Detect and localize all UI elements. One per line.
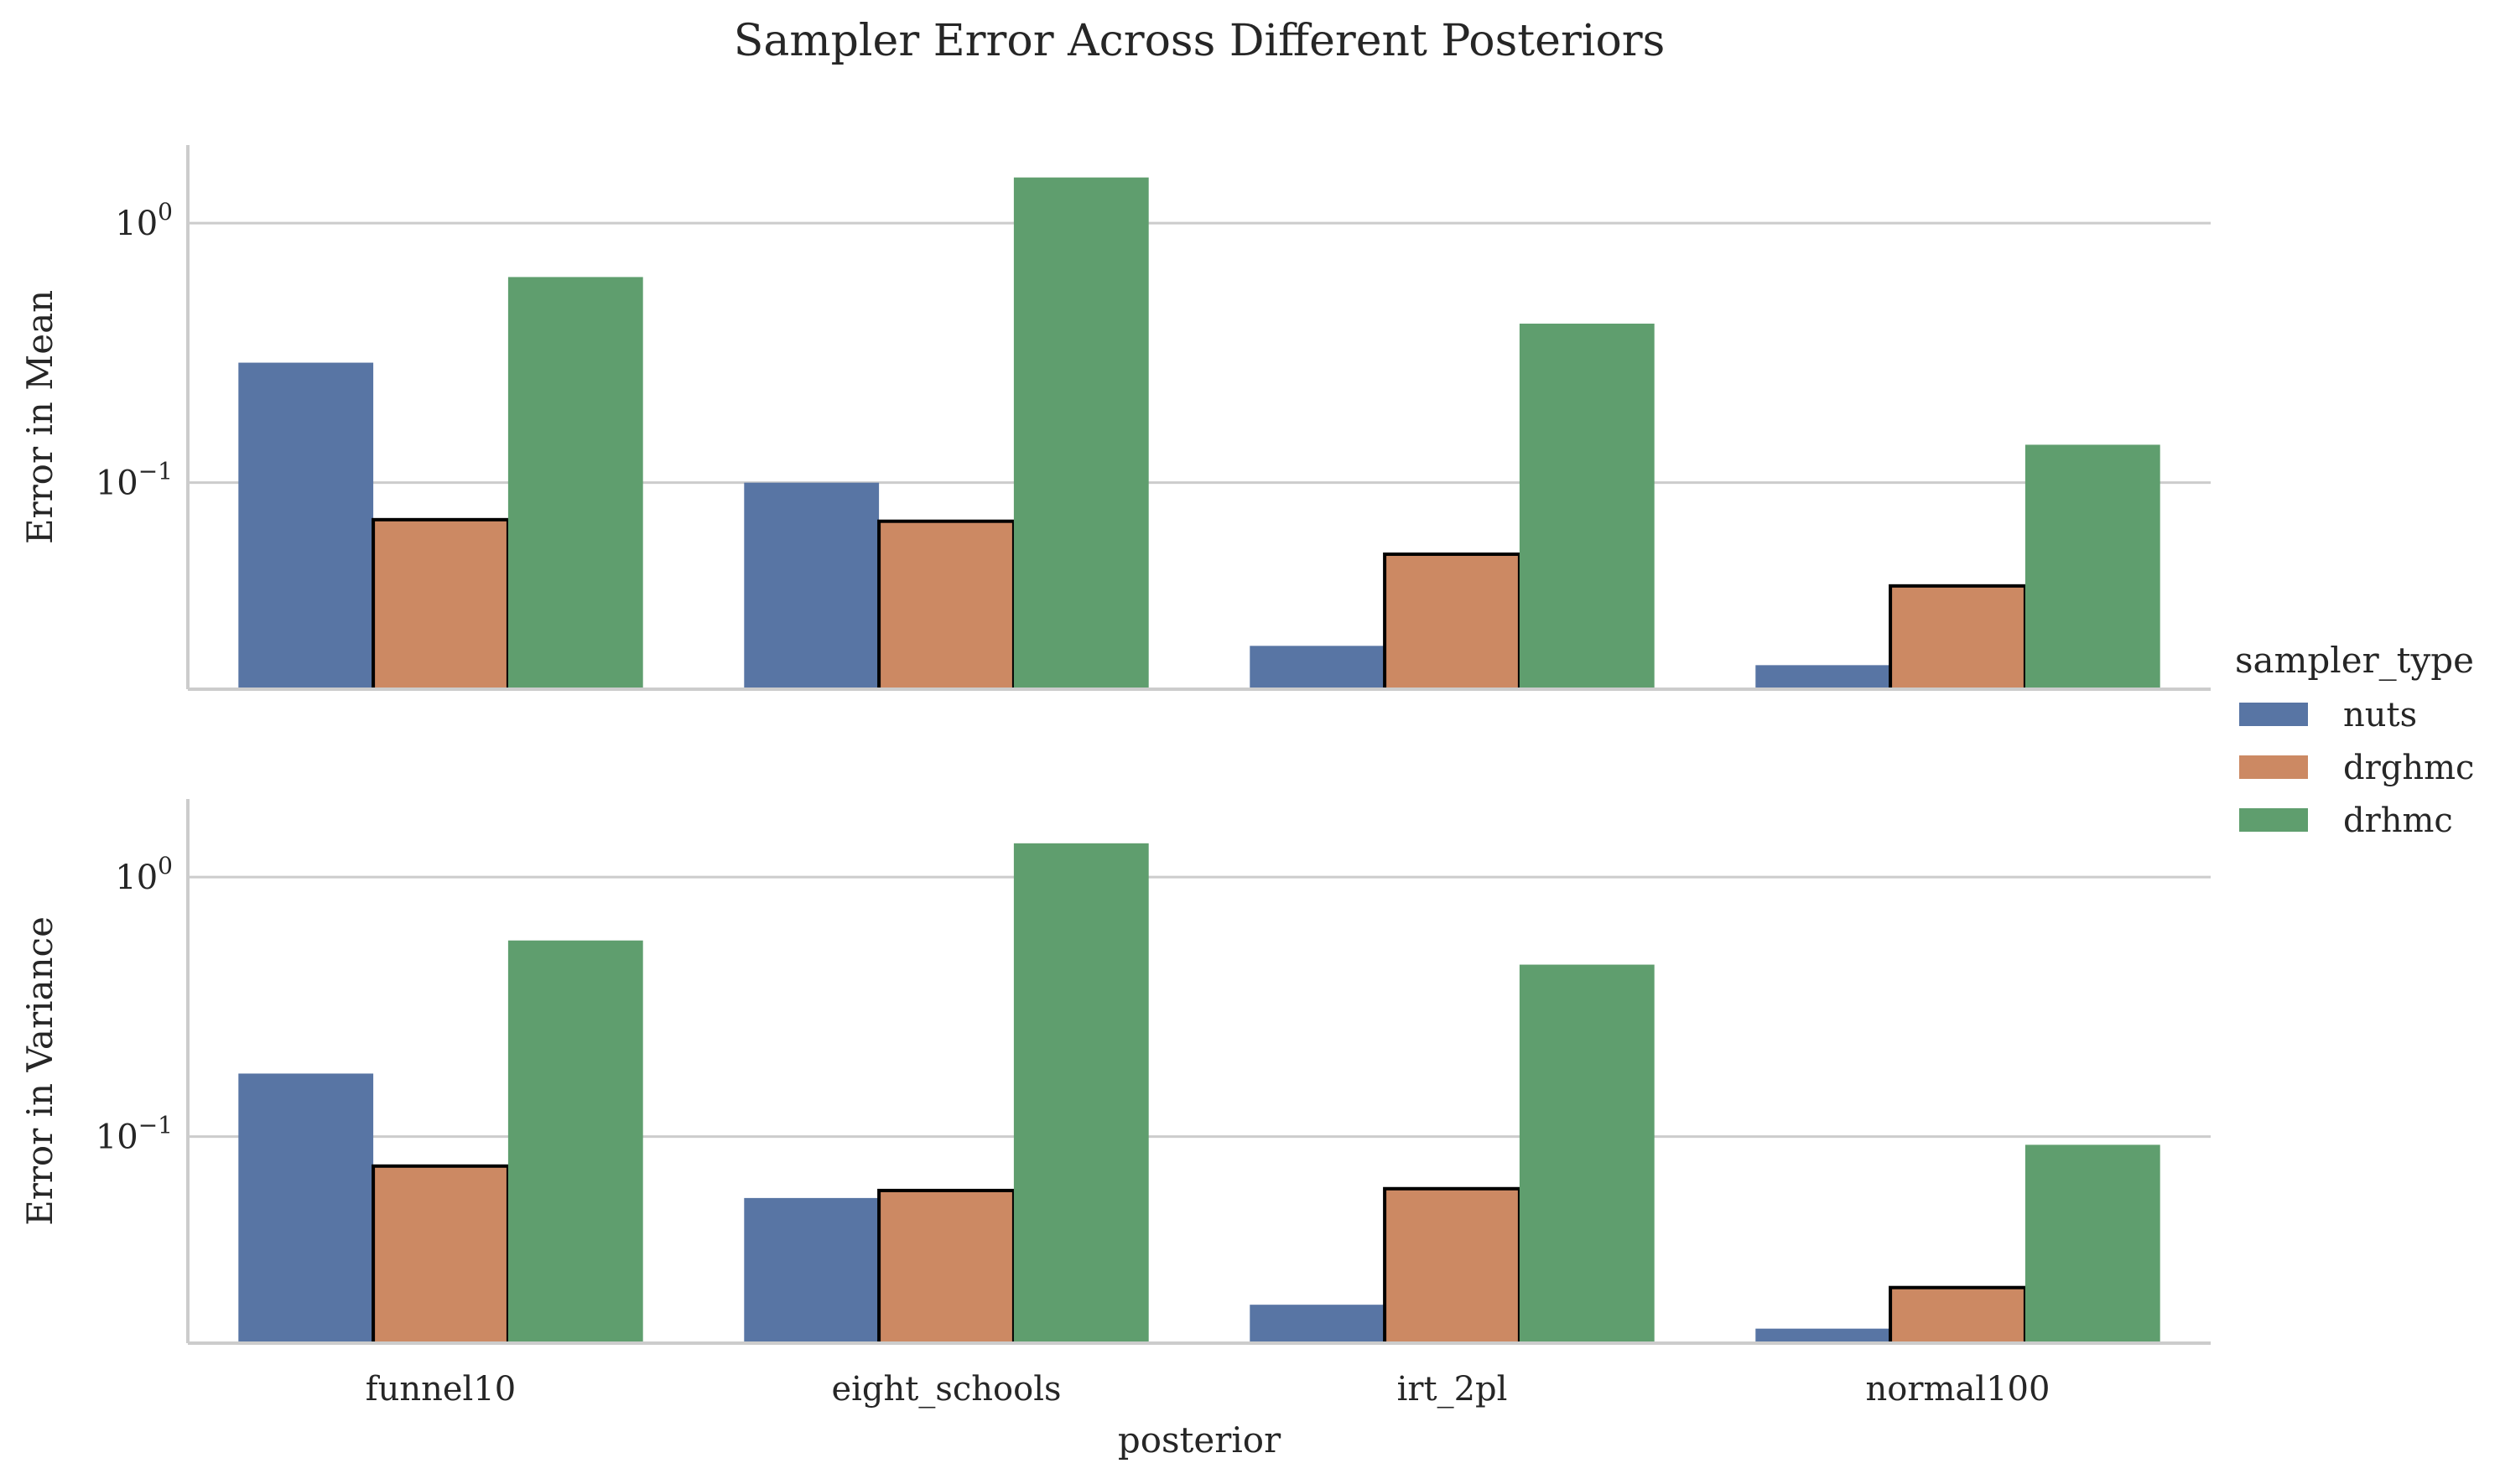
x-tick-label: normal100 (1866, 1370, 2050, 1409)
bar-drhmc-eight_schools (1013, 177, 1149, 689)
bar-nuts-funnel10 (238, 1073, 374, 1343)
y-tick-labels: 100 10−1 (96, 852, 173, 1157)
x-axis-label: posterior (1118, 1419, 1281, 1461)
bar-drhmc-normal100 (2024, 1144, 2160, 1343)
bar-nuts-normal100 (1755, 665, 1891, 689)
y-axis-label-mean: Error in Mean (19, 290, 60, 544)
x-tick-label: irt_2pl (1397, 1370, 1508, 1409)
bar-drhmc-eight_schools (1013, 843, 1149, 1343)
bar-drhmc-irt_2pl (1519, 324, 1655, 689)
y-axis-label-variance: Error in Variance (19, 916, 60, 1226)
chart-title: Sampler Error Across Different Posterior… (734, 16, 1666, 66)
bar-drghmc-irt_2pl (1383, 553, 1521, 692)
legend: sampler_type nuts drghmc drhmc (2235, 640, 2474, 840)
bar-drghmc-normal100 (1889, 584, 2027, 691)
bar-drhmc-funnel10 (507, 277, 643, 689)
bar-drghmc-irt_2pl (1383, 1186, 1521, 1346)
bar-nuts-eight_schools (744, 1197, 880, 1343)
y-tick-label: 100 (115, 852, 173, 897)
legend-title: sampler_type (2235, 640, 2474, 681)
x-tick-label: eight_schools (831, 1370, 1061, 1409)
x-tick-labels: funnel10 eight_schools irt_2pl normal100 (366, 1370, 2050, 1409)
legend-label-drhmc: drhmc (2343, 802, 2453, 840)
panel-error-in-mean: 100 10−1 Error in Mean (19, 145, 2211, 692)
bar-drhmc-funnel10 (507, 940, 643, 1343)
bar-nuts-irt_2pl (1250, 1305, 1385, 1343)
y-tick-label: 100 (115, 198, 173, 243)
bar-drhmc-normal100 (2024, 444, 2160, 689)
panel-error-in-variance: 100 10−1 Error in Variance (19, 799, 2211, 1346)
legend-label-drghmc: drghmc (2343, 749, 2474, 787)
bar-drghmc-funnel10 (372, 1164, 510, 1346)
bars (238, 177, 2160, 692)
bar-nuts-normal100 (1755, 1328, 1891, 1343)
bar-drghmc-eight_schools (877, 519, 1016, 692)
bar-nuts-eight_schools (744, 482, 880, 689)
bar-drghmc-eight_schools (877, 1188, 1016, 1345)
y-tick-labels: 100 10−1 (96, 198, 173, 503)
bar-nuts-irt_2pl (1250, 646, 1385, 689)
legend-swatch-nuts (2239, 703, 2308, 726)
bars (238, 843, 2160, 1346)
bar-drghmc-normal100 (1889, 1285, 2027, 1345)
legend-swatch-drhmc (2239, 808, 2308, 832)
x-tick-label: funnel10 (366, 1370, 516, 1409)
legend-label-nuts: nuts (2343, 696, 2417, 734)
y-tick-label: 10−1 (96, 458, 173, 503)
legend-swatch-drghmc (2239, 755, 2308, 779)
bar-drhmc-irt_2pl (1519, 964, 1655, 1343)
bar-drghmc-funnel10 (372, 517, 510, 691)
gridlines (188, 221, 2211, 485)
gridlines (188, 875, 2211, 1139)
bar-nuts-funnel10 (238, 362, 374, 689)
y-tick-label: 10−1 (96, 1112, 173, 1157)
